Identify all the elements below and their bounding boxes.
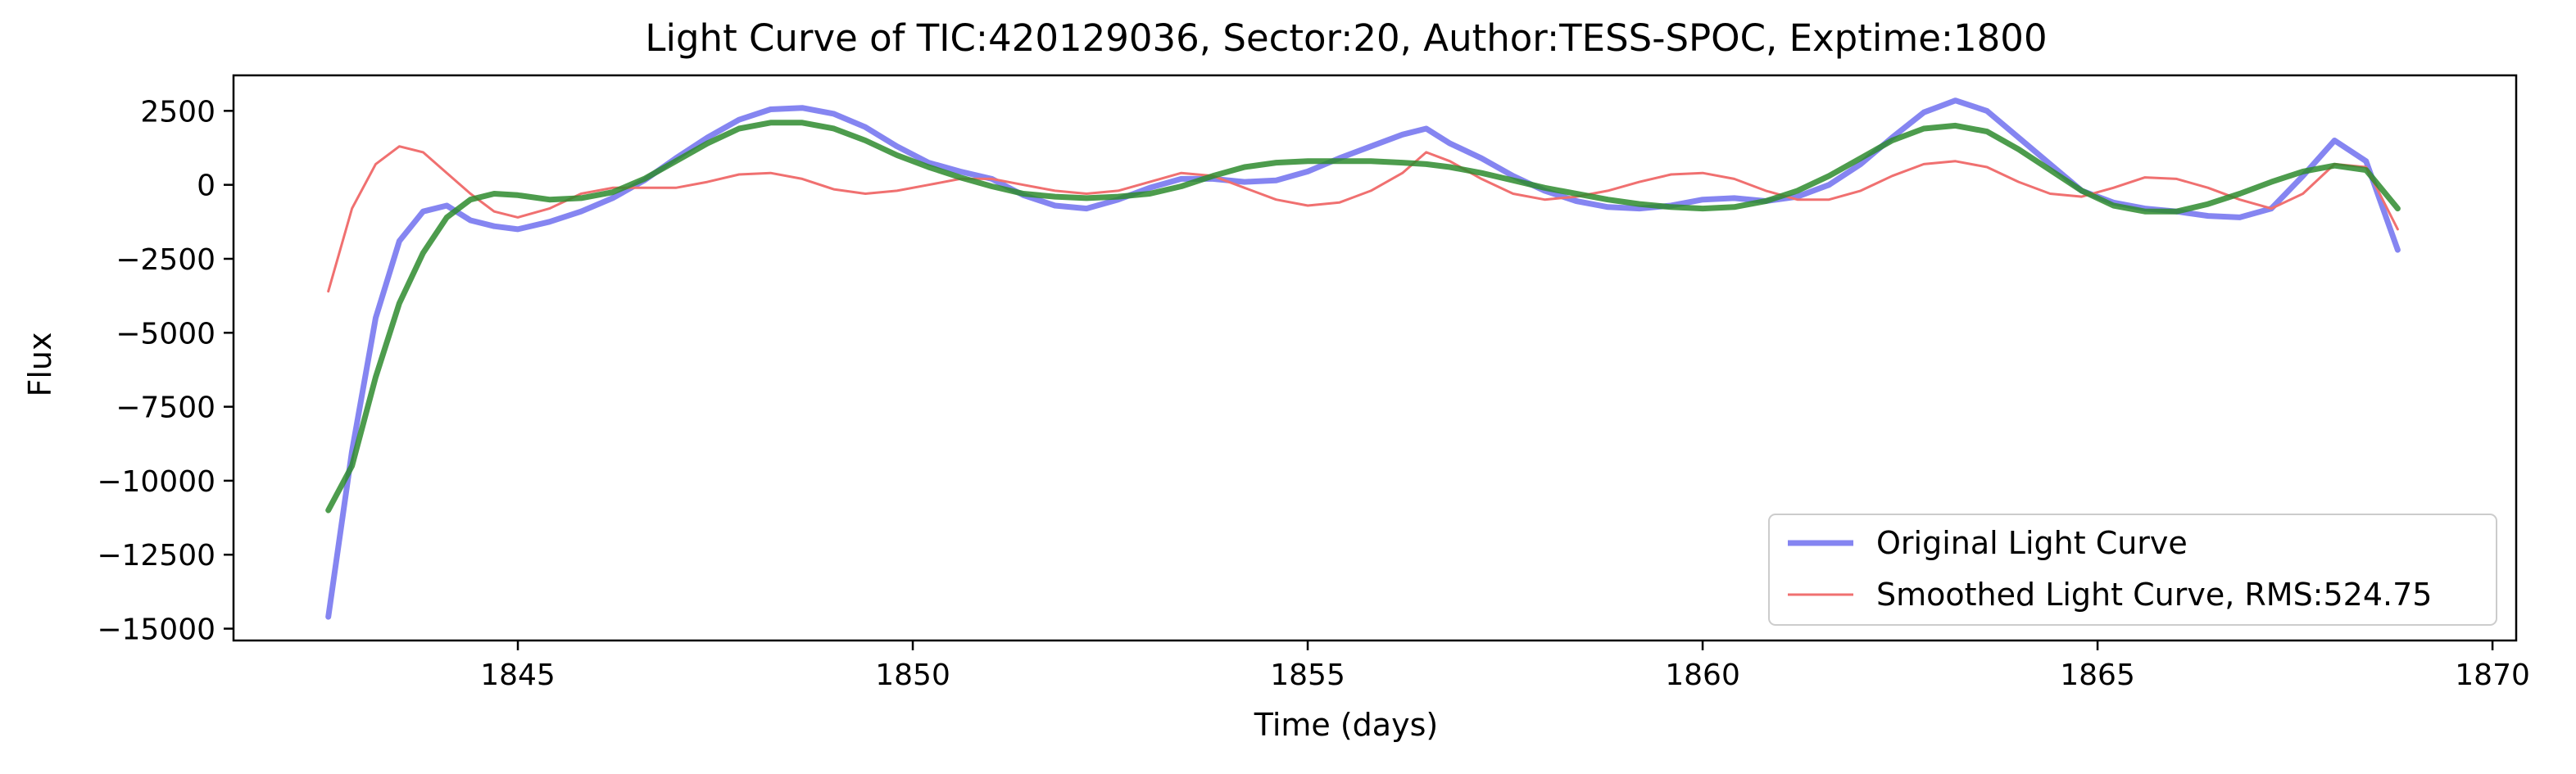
x-tick-label: 1870	[2455, 659, 2530, 692]
legend-box	[1768, 514, 2497, 626]
y-axis: 2500 0 −2500 −5000 −7500 −10000 −12500 −15000	[97, 95, 234, 647]
plot-area	[325, 97, 2401, 620]
y-tick-label: 0	[197, 170, 215, 203]
y-tick-label: −7500	[116, 392, 215, 425]
y-tick-label: −12500	[97, 539, 215, 573]
x-tick-label: 1865	[2060, 659, 2135, 692]
y-axis-label: Flux	[22, 333, 58, 397]
chart-title: Light Curve of TIC:420129036, Sector:20,…	[645, 16, 2047, 60]
legend: Original Light Curve Smoothed Light Curv…	[1768, 514, 2497, 626]
y-tick-label: −5000	[116, 317, 215, 351]
y-tick-label: −2500	[116, 243, 215, 277]
x-axis-label: Time (days)	[1254, 707, 1438, 743]
y-tick-label: −15000	[97, 613, 215, 647]
legend-label-smoothed: Smoothed Light Curve, RMS:524.75	[1876, 577, 2432, 613]
y-tick-label: 2500	[140, 95, 215, 129]
x-tick-label: 1845	[480, 659, 556, 692]
x-tick-label: 1860	[1665, 659, 1740, 692]
legend-label-original: Original Light Curve	[1876, 525, 2188, 561]
x-tick-label: 1855	[1270, 659, 1345, 692]
x-tick-label: 1850	[875, 659, 950, 692]
plot-frame	[232, 74, 2518, 642]
series-line-original	[325, 97, 2401, 620]
x-axis: 1845 1850 1855 1860 1865 1870	[480, 640, 2530, 692]
y-tick-label: −10000	[97, 465, 215, 499]
series-line-fit	[325, 120, 2401, 514]
